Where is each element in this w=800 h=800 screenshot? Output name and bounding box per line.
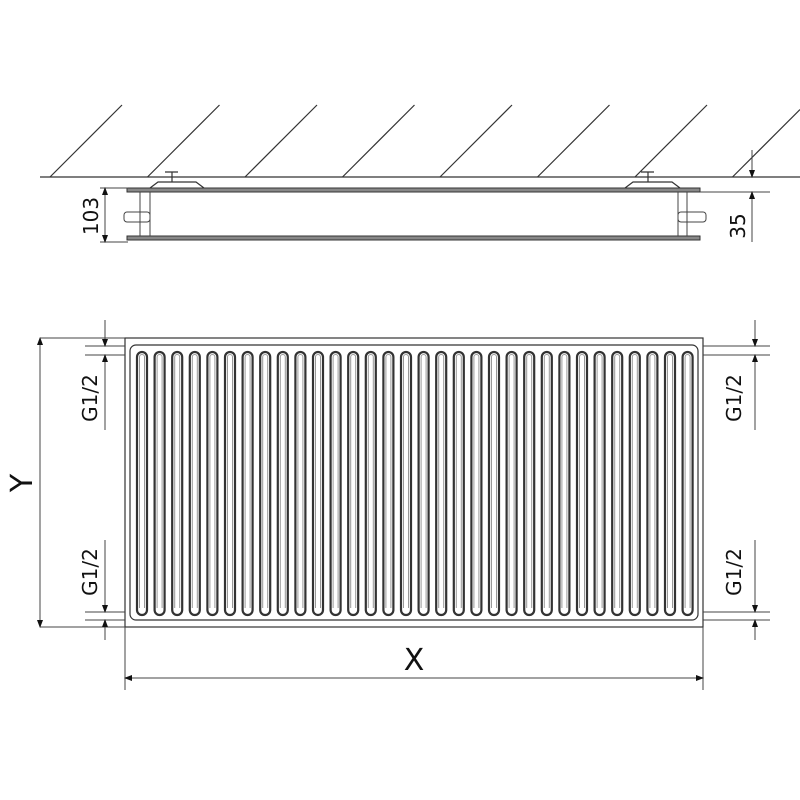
fin: [241, 350, 254, 617]
right-connection-stub: [677, 211, 707, 223]
fin: [259, 350, 272, 617]
fin-inner: [684, 354, 691, 608]
fin-inner: [315, 354, 321, 608]
fin-inner: [614, 354, 621, 608]
wall-hatch-line: [732, 109, 800, 178]
fin-inner: [438, 354, 445, 608]
fin-inner: [543, 354, 550, 608]
wall-hatch-line: [537, 104, 610, 178]
fin: [646, 350, 659, 617]
radiator-inner-panel: [129, 344, 699, 621]
wall-hatch-line: [439, 104, 513, 178]
fin-inner: [191, 354, 198, 608]
fin-inner: [350, 354, 357, 608]
fin: [575, 350, 589, 617]
fin: [153, 350, 166, 617]
fin: [505, 350, 518, 617]
bottom-panel: [126, 235, 701, 241]
fin: [435, 350, 448, 617]
fin-inner: [139, 354, 145, 608]
fin: [311, 350, 325, 617]
fin-inner: [667, 354, 673, 608]
wall: [40, 104, 800, 178]
connection-label-top-left: G1/2: [78, 374, 102, 422]
fin: [417, 350, 430, 617]
wall-hatch-line: [147, 104, 220, 178]
fin: [171, 350, 184, 617]
fin-inner: [491, 354, 497, 608]
fin: [223, 350, 237, 617]
height-label: Y: [5, 473, 40, 493]
fin: [593, 350, 606, 617]
fin: [135, 350, 149, 617]
fin-inner: [367, 354, 374, 608]
fin: [540, 350, 553, 617]
fin-inner: [174, 354, 181, 608]
fin-inner: [156, 354, 163, 608]
fin-inner: [420, 354, 427, 608]
fin: [452, 350, 465, 617]
fin-inner: [455, 354, 462, 608]
fin-inner: [385, 354, 392, 608]
fin: [276, 350, 289, 617]
connection-label-top-right: G1/2: [722, 374, 746, 422]
depth-label: 103: [79, 197, 103, 235]
fin-inner: [332, 354, 339, 608]
fin: [470, 350, 483, 617]
fin: [364, 350, 377, 617]
fin: [206, 350, 219, 617]
left-connection-stub: [123, 211, 151, 223]
fin: [663, 350, 677, 617]
fin: [611, 350, 624, 617]
wall-hatch-line: [244, 104, 318, 178]
radiator-outline: [124, 337, 704, 628]
fin-inner: [403, 354, 409, 608]
fin-inner: [244, 354, 251, 608]
front-view: G1/2 G1/2 G1/2 G1/2 Y X: [5, 320, 770, 690]
fin-inner: [631, 354, 638, 608]
fin-inner: [649, 354, 656, 608]
fin-inner: [297, 354, 304, 608]
fin: [628, 350, 641, 617]
wall-hatch-line: [634, 104, 708, 178]
fins: [135, 350, 694, 617]
pipes: [40, 337, 770, 690]
fin-inner: [526, 354, 533, 608]
fin-inner: [561, 354, 568, 608]
wall-hatch-line: [342, 104, 415, 178]
side-view: 103 35: [79, 150, 770, 243]
fin: [523, 350, 536, 617]
fin-inner: [473, 354, 480, 608]
fin-inner: [262, 354, 269, 608]
fin: [294, 350, 307, 617]
wall-hatch-line: [49, 104, 123, 178]
fin: [329, 350, 342, 617]
right-bracket: [624, 171, 681, 189]
fin: [487, 350, 501, 617]
connection-label-bottom-left: G1/2: [78, 548, 102, 596]
fin-inner: [227, 354, 233, 608]
fin: [347, 350, 360, 617]
fin-inner: [209, 354, 216, 608]
fin: [188, 350, 201, 617]
fin-inner: [579, 354, 585, 608]
wall-gap-label: 35: [726, 213, 750, 238]
fin: [681, 350, 694, 617]
connection-label-bottom-right: G1/2: [722, 548, 746, 596]
fin: [558, 350, 571, 617]
fin-inner: [508, 354, 515, 608]
left-bracket: [149, 171, 205, 189]
top-panel: [126, 187, 701, 193]
fin-inner: [596, 354, 603, 608]
fin: [399, 350, 413, 617]
width-label: X: [404, 643, 425, 678]
fin-inner: [279, 354, 286, 608]
fin: [382, 350, 395, 617]
